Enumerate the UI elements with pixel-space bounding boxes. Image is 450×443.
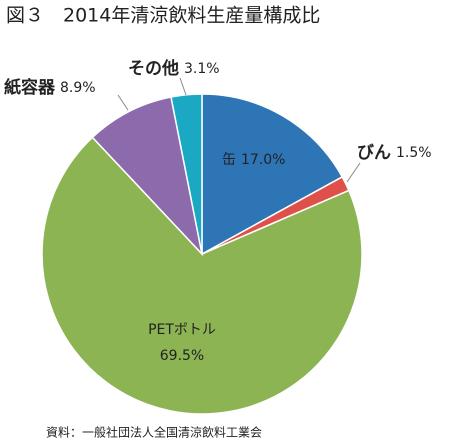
- chart-title: 図３ 2014年清涼飲料生産量構成比: [6, 5, 320, 27]
- slice-label-group: 缶 17.0%: [222, 152, 285, 168]
- pie-slice: [201, 93, 344, 256]
- slice-label-group: 紙容器 8.9%: [4, 77, 96, 98]
- pie-slice: [41, 136, 363, 415]
- slice-value-label: 1.5%: [396, 145, 432, 161]
- source-note: 資料：一般社団法人全国清涼飲料工業会: [46, 425, 262, 440]
- slice-value-label: 3.1%: [184, 61, 220, 77]
- slice-label: 紙容器: [4, 77, 56, 98]
- leader-line: [117, 94, 129, 111]
- slice-label: その他: [128, 58, 179, 79]
- leader-line: [346, 162, 361, 183]
- slice-label-group: びん 1.5%: [357, 143, 432, 163]
- slice-value-label: 17.0%: [241, 152, 285, 168]
- slice-label: びん: [357, 143, 391, 163]
- leader-line: [179, 77, 187, 96]
- slice-label: PETボトル: [148, 322, 216, 338]
- slice-label: 缶: [222, 152, 236, 168]
- pie-slice: [91, 96, 204, 257]
- slice-value-label: 69.5%: [160, 348, 204, 364]
- slice-value-label: 8.9%: [60, 80, 96, 96]
- slice-label-group: その他 3.1%: [128, 58, 220, 79]
